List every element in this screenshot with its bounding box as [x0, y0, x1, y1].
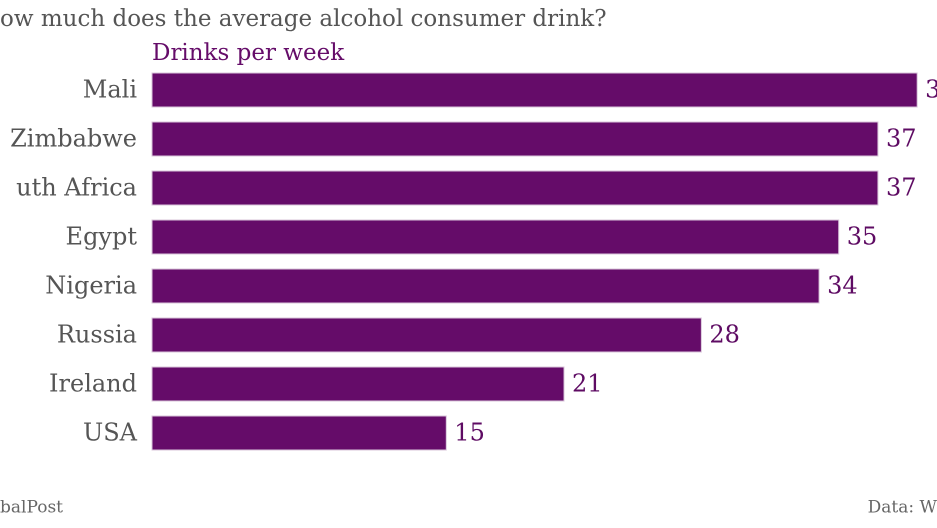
y-tick-label: Nigeria	[45, 272, 137, 300]
value-label: 37	[886, 174, 917, 202]
bar	[151, 366, 565, 402]
chart-title: ow much does the average alcohol consume…	[0, 6, 607, 32]
source-left: balPost	[0, 498, 63, 518]
value-label: 15	[454, 419, 485, 447]
bar	[151, 415, 447, 451]
bar	[151, 219, 840, 255]
y-tick-label: Russia	[57, 321, 137, 349]
y-tick-label: Zimbabwe	[10, 125, 137, 153]
y-tick-label: Egypt	[66, 223, 138, 251]
bar	[151, 170, 879, 206]
value-label: 37	[886, 125, 917, 153]
value-label: 34	[827, 272, 858, 300]
y-tick-label: USA	[83, 419, 138, 447]
bar	[151, 121, 879, 157]
value-label: 21	[572, 370, 603, 398]
chart-subtitle: Drinks per week	[152, 40, 345, 66]
y-tick-label: Ireland	[49, 370, 137, 398]
bar	[151, 268, 820, 304]
value-label: 35	[847, 223, 878, 251]
y-tick-label: uth Africa	[16, 174, 137, 202]
bar	[151, 317, 702, 353]
bar	[151, 72, 918, 108]
value-label: 39	[925, 76, 937, 104]
value-label: 28	[709, 321, 740, 349]
source-right: Data: W	[868, 498, 937, 518]
y-tick-label: Mali	[83, 76, 138, 104]
